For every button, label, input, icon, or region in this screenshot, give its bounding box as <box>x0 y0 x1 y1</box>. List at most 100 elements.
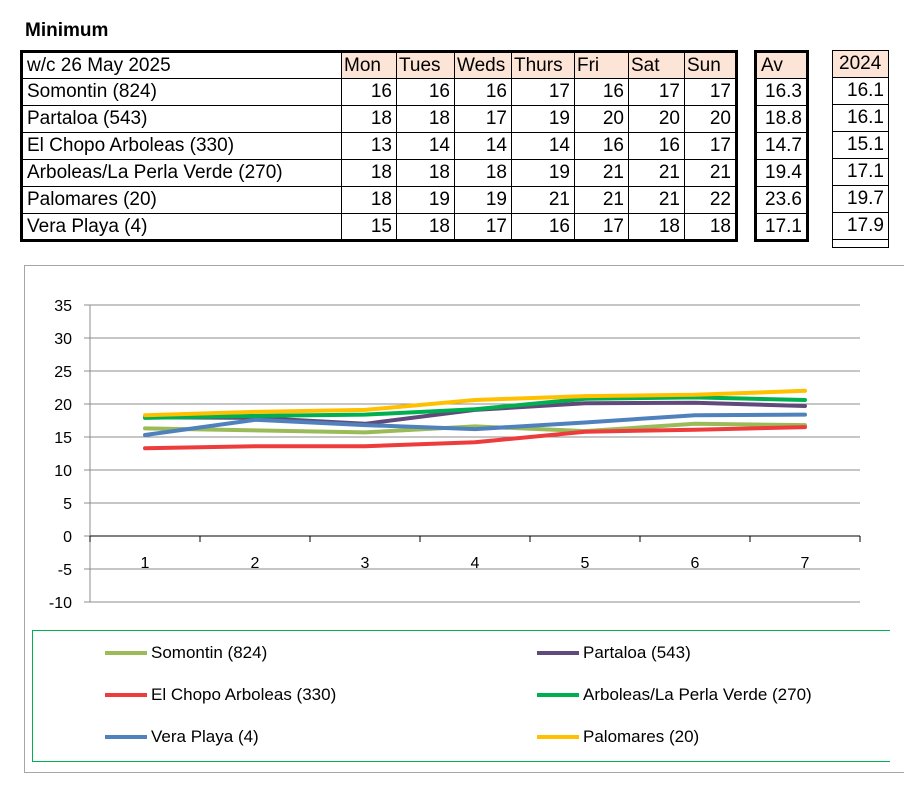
table-cell: 20 <box>628 105 685 133</box>
table-cell: 21 <box>628 186 685 214</box>
day-header: Sun <box>684 51 737 79</box>
x-tick-label: 4 <box>471 555 480 572</box>
table-cell: 17 <box>511 78 575 106</box>
legend-swatch <box>105 735 147 739</box>
station-name: Somontin (824) <box>21 78 342 106</box>
legend-label: Partaloa (543) <box>583 643 691 662</box>
series-line-vera-playa-4 <box>143 412 807 437</box>
previous-year-header: 2024 <box>832 50 889 78</box>
legend-swatch <box>105 651 147 655</box>
table-cell: 20 <box>574 105 629 133</box>
table-cell: 14 <box>396 132 455 160</box>
y-tick-label: 5 <box>63 496 72 513</box>
table-cell: 15 <box>341 213 397 241</box>
legend-label: El Chopo Arboleas (330) <box>151 685 337 704</box>
legend-item: Vera Playa (4) <box>105 727 259 747</box>
week-label: w/c 26 May 2025 <box>21 51 342 79</box>
chart-heading: Minimum <box>25 20 109 41</box>
legend-label: Palomares (20) <box>583 727 700 746</box>
x-tick-label: 1 <box>141 555 150 572</box>
legend-item: El Chopo Arboleas (330) <box>105 685 336 705</box>
station-name: Partaloa (543) <box>21 105 342 133</box>
table-row: Somontin (824) 16 16 16 17 16 17 17 <box>21 78 737 106</box>
table-cell: 21 <box>684 159 737 187</box>
table-cell: 18 <box>341 159 397 187</box>
y-tick-label: 30 <box>54 331 72 348</box>
day-header: Fri <box>574 51 629 79</box>
average-cell: 17.1 <box>755 213 808 241</box>
table-cell: 16 <box>454 78 512 106</box>
table-cell: 20 <box>684 105 737 133</box>
table-cell: 19 <box>511 105 575 133</box>
chart-legend: Somontin (824) Partaloa (543) El Chopo Arb… <box>32 630 890 762</box>
station-name: Vera Playa (4) <box>21 213 342 241</box>
table-cell: 18 <box>396 213 455 241</box>
table-cell: 22 <box>684 186 737 214</box>
x-tick-label: 3 <box>361 555 370 572</box>
legend-item: Palomares (20) <box>537 727 699 747</box>
table-cell: 21 <box>574 186 629 214</box>
legend-item: Arboleas/La Perla Verde (270) <box>537 685 812 705</box>
y-tick-label: 35 <box>54 298 72 315</box>
series-line-palomares-20 <box>143 388 807 418</box>
table-cell: 18 <box>454 159 512 187</box>
legend-swatch <box>105 693 147 697</box>
series-line-arboleas-la-perla-verde-270 <box>143 395 807 420</box>
station-name: El Chopo Arboleas (330) <box>21 132 342 160</box>
y-tick-label: -5 <box>58 562 72 579</box>
average-header: Av <box>755 51 808 79</box>
table-row: El Chopo Arboleas (330) 13 14 14 14 16 1… <box>21 132 737 160</box>
table-cell: 17 <box>684 78 737 106</box>
y-tick-label: 10 <box>54 463 72 480</box>
legend-label: Somontin (824) <box>151 643 268 662</box>
series-line-el-chopo-arboleas-330 <box>143 425 807 451</box>
table-row: Vera Playa (4) 15 18 17 16 17 18 18 <box>21 213 737 241</box>
x-tick-label: 6 <box>691 555 700 572</box>
table-row: Palomares (20) 18 19 19 21 21 21 22 <box>21 186 737 214</box>
y-tick-label: 15 <box>54 430 72 447</box>
table-cell: 18 <box>396 159 455 187</box>
table-header-row: w/c 26 May 2025 Mon Tues Weds Thurs Fri … <box>21 51 737 79</box>
y-tick-label: 0 <box>63 529 72 546</box>
previous-year-cell: 17.9 <box>832 212 889 240</box>
y-tick-label: -10 <box>49 595 72 612</box>
chart-area <box>24 265 904 773</box>
empty-cell <box>832 239 889 248</box>
legend-swatch <box>537 651 579 655</box>
legend-label: Vera Playa (4) <box>151 727 259 746</box>
table-cell: 18 <box>628 213 685 241</box>
x-tick-label: 5 <box>581 555 590 572</box>
average-cell: 18.8 <box>755 105 808 133</box>
table-cell: 17 <box>574 213 629 241</box>
temperature-table: w/c 26 May 2025 Mon Tues Weds Thurs Fri … <box>20 50 738 242</box>
legend-item: Somontin (824) <box>105 643 267 663</box>
legend-swatch <box>537 693 579 697</box>
previous-year-cell: 17.1 <box>832 158 889 186</box>
average-cell: 16.3 <box>755 78 808 106</box>
series-line-somontin-824 <box>143 421 807 435</box>
table-cell: 18 <box>684 213 737 241</box>
legend-label: Arboleas/La Perla Verde (270) <box>583 685 812 704</box>
station-name: Palomares (20) <box>21 186 342 214</box>
average-table: Av 16.3 18.8 14.7 19.4 23.6 17.1 <box>754 50 809 242</box>
table-cell: 19 <box>454 186 512 214</box>
day-header: Sat <box>628 51 685 79</box>
legend-item: Partaloa (543) <box>537 643 691 663</box>
table-cell: 16 <box>396 78 455 106</box>
previous-year-table: 2024 16.1 16.1 15.1 17.1 19.7 17.9 <box>832 50 889 248</box>
table-cell: 21 <box>628 159 685 187</box>
table-cell: 16 <box>341 78 397 106</box>
table-row: Partaloa (543) 18 18 17 19 20 20 20 <box>21 105 737 133</box>
y-tick-label: 20 <box>54 397 72 414</box>
day-header: Thurs <box>511 51 575 79</box>
legend-swatch <box>537 735 579 739</box>
x-tick-label: 2 <box>251 555 260 572</box>
y-tick-label: 25 <box>54 364 72 381</box>
previous-year-cell: 15.1 <box>832 131 889 159</box>
table-cell: 13 <box>341 132 397 160</box>
x-tick-label: 7 <box>801 555 810 572</box>
table-cell: 16 <box>511 213 575 241</box>
table-cell: 14 <box>511 132 575 160</box>
table-cell: 17 <box>684 132 737 160</box>
